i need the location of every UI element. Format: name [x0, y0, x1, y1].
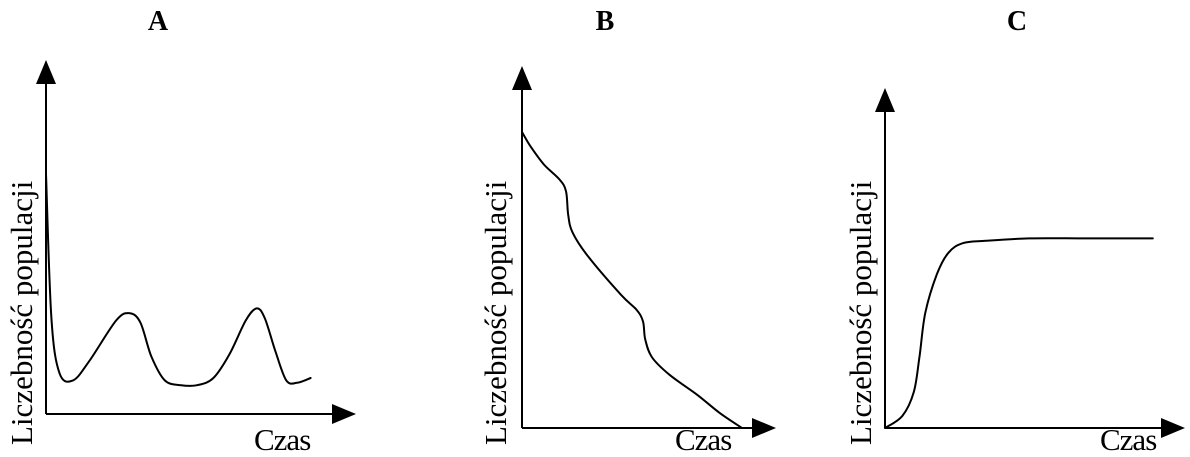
chart-title: B [595, 6, 615, 37]
series-line [884, 237, 1154, 429]
y-axis-arrow [512, 66, 532, 90]
y-axis-arrow [875, 88, 895, 112]
chart-title: C [1006, 6, 1028, 37]
x-axis-arrow [752, 418, 776, 438]
y-axis-label: Liczebność populacji [843, 180, 878, 445]
series-line [521, 131, 743, 429]
x-axis-label: Czas [675, 422, 732, 457]
chart-panel-c: C Liczebność populacji Czas [800, 0, 1190, 457]
y-axis-arrow [36, 60, 56, 84]
chart-title: A [147, 6, 169, 37]
chart-plot [512, 66, 776, 438]
x-axis-label: Czas [1100, 422, 1157, 457]
x-axis-arrow [332, 404, 356, 424]
chart-plot [875, 88, 1185, 438]
series-line [45, 173, 312, 387]
chart-plot [36, 60, 356, 424]
x-axis-arrow [1161, 418, 1185, 438]
y-axis-label: Liczebność populacji [478, 180, 513, 445]
chart-panel-a: A Liczebność populacji Czas [0, 0, 360, 457]
x-axis-label: Czas [254, 422, 311, 457]
y-axis-label: Liczebność populacji [4, 180, 39, 445]
chart-panel-b: B Liczebność populacji Czas [400, 0, 780, 457]
